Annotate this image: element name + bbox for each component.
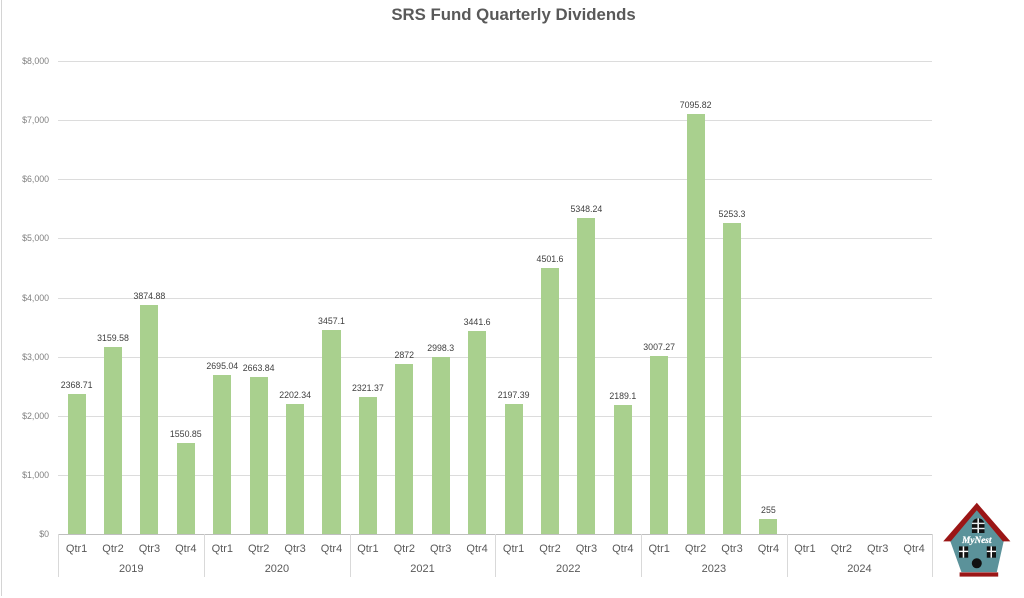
svg-text:MyNest: MyNest [961, 536, 992, 546]
